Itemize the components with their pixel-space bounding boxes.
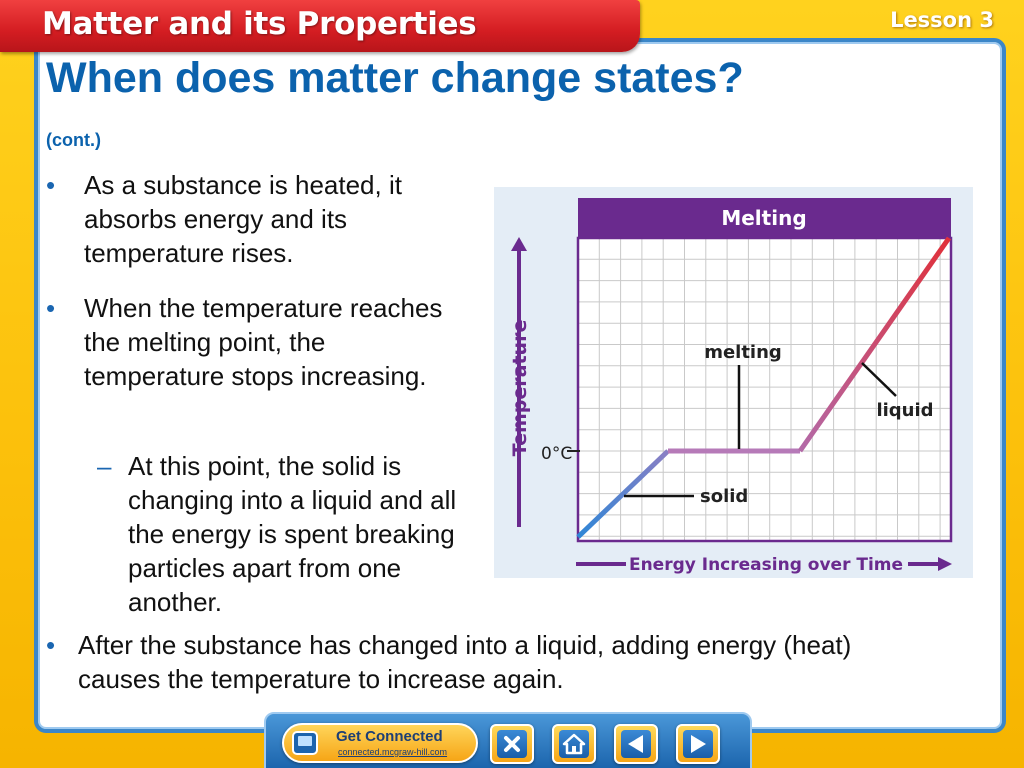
chapter-title: Matter and its Properties [42, 6, 477, 42]
bullet-marker: • [46, 170, 56, 200]
close-icon [504, 736, 520, 752]
previous-icon [628, 735, 643, 753]
liquid-leader [861, 362, 897, 397]
sub-bullet-text: At this point, the solid is changing int… [128, 451, 457, 617]
x-axis-label: Energy Increasing over Time [629, 555, 903, 575]
chart-title-bar [578, 198, 951, 238]
bullet-text: After the substance has changed into a l… [78, 630, 852, 694]
chart-title: Melting [721, 206, 806, 230]
x-axis-arrowhead [938, 557, 952, 571]
get-connected-url[interactable]: connected.mcgraw-hill.com [338, 747, 448, 757]
get-connected-label: Get Connected [336, 728, 443, 745]
sub-bullet-item: – At this point, the solid is changing i… [97, 449, 489, 619]
x-axis-label-bg [626, 551, 908, 577]
get-connected-button[interactable]: Get Connected connected.mcgraw-hill.com [282, 723, 478, 763]
header-tab [0, 0, 640, 52]
next-icon [691, 735, 706, 753]
chart-svg: Melting Temperature Energy Increasing ov… [509, 198, 953, 577]
melting-annotation: melting [704, 342, 782, 363]
bullet-item: • As a substance is heated, it absorbs e… [46, 168, 486, 270]
bullet-item: • When the temperature reaches the melti… [46, 291, 446, 393]
bullet-text: As a substance is heated, it absorbs ene… [84, 170, 402, 268]
liquid-annotation: liquid [876, 400, 933, 421]
chart-frame [576, 236, 953, 543]
previous-button[interactable] [614, 724, 658, 764]
solid-segment [576, 449, 670, 539]
solid-annotation: solid [700, 486, 748, 507]
dash-marker: – [97, 451, 112, 481]
computer-icon [292, 731, 318, 755]
next-button[interactable] [676, 724, 720, 764]
lesson-label: Lesson 3 [890, 8, 994, 32]
bullet-marker: • [46, 293, 56, 323]
footer-nav-bar: Get Connected connected.mcgraw-hill.com [264, 712, 752, 768]
y-axis-arrowhead [511, 237, 527, 251]
bullet-marker: • [46, 630, 56, 660]
slide-subtitle: (cont.) [46, 130, 101, 150]
zero-degree-label: 0°C [541, 444, 572, 464]
close-button[interactable] [490, 724, 534, 764]
liquid-segment [797, 236, 952, 453]
bullet-item: • After the substance has changed into a… [46, 628, 876, 696]
bullet-text: When the temperature reaches the melting… [84, 293, 443, 391]
slide-title: When does matter change states? [46, 54, 744, 102]
home-button[interactable] [552, 724, 596, 764]
home-icon [562, 733, 586, 755]
y-axis-label: Temperature [509, 320, 531, 457]
melting-chart: Melting Temperature Energy Increasing ov… [494, 187, 973, 578]
